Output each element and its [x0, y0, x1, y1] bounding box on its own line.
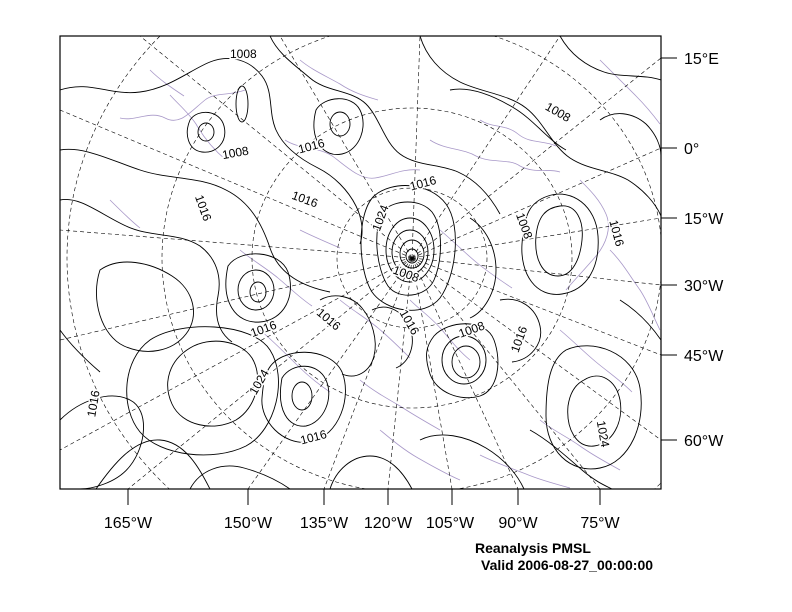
contour-label: 1008: [221, 144, 250, 162]
valid-time: Valid 2006-08-27_00:00:00: [481, 557, 654, 573]
contour-label: 1016: [297, 136, 327, 157]
lon-label-135w: 135°W: [300, 515, 349, 532]
lat-label-0: 0°: [684, 141, 699, 158]
plot-frame: [59, 35, 662, 490]
contour-label: 1016: [84, 389, 102, 418]
lon-label-165w: 165°W: [104, 515, 153, 532]
lat-label-60w: 60°W: [684, 433, 724, 450]
right-axis: [661, 57, 677, 441]
contour-label: 1008: [543, 99, 573, 125]
lat-label-15e: 15°E: [684, 51, 719, 68]
contour-label: 1016: [397, 307, 423, 337]
coastlines: [109, 59, 661, 489]
contour-label: 1016: [408, 173, 438, 194]
figure-caption: Reanalysis PMSL Valid 2006-08-27_00:00:0…: [475, 540, 775, 574]
contour-label: 1024: [594, 420, 612, 449]
contour-label: 1008: [513, 211, 535, 241]
graticule: [60, 36, 661, 489]
contour-label: 1008: [230, 47, 257, 61]
lon-label-120w: 120°W: [364, 515, 413, 532]
contour-label: 1016: [290, 188, 320, 210]
contour-label: 1016: [508, 324, 530, 354]
lat-label-45w: 45°W: [684, 348, 724, 365]
lon-label-75w: 75°W: [580, 515, 620, 532]
lon-label-90w: 90°W: [498, 515, 538, 532]
contour-label: 1016: [314, 306, 344, 334]
bottom-axis: [127, 489, 601, 505]
contour-label: 1016: [192, 193, 214, 223]
lat-label-15w: 15°W: [684, 211, 724, 228]
contour-labels: 1008 1008 1008 1008 1008 1008 1016 1016 …: [83, 46, 629, 451]
lat-label-30w: 30°W: [684, 278, 724, 295]
figure-title: Reanalysis PMSL: [475, 540, 591, 556]
pmsl-contours: [60, 36, 661, 489]
contour-label: 1016: [299, 427, 329, 448]
lon-label-105w: 105°W: [426, 515, 475, 532]
contour-label: 1016: [606, 218, 627, 248]
lon-label-150w: 150°W: [224, 515, 273, 532]
contour-label: 1024: [246, 367, 272, 397]
contour-label: 1024: [369, 203, 391, 233]
contour-label: 1016: [249, 318, 279, 340]
